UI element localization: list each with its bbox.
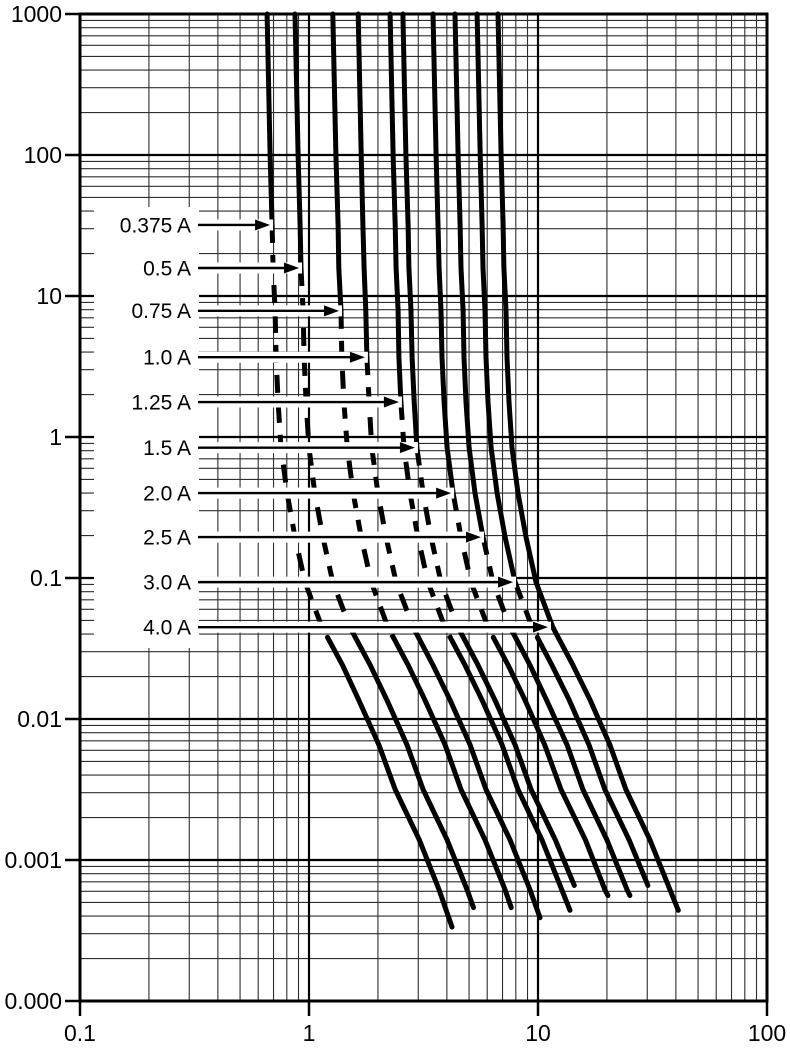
x-tick-label: 0.1	[64, 1020, 96, 1046]
arrowhead-icon-075A	[324, 305, 340, 317]
curve-dashed-30A	[512, 581, 540, 639]
arrowhead-icon-15A	[399, 442, 415, 454]
curves	[264, 11, 681, 930]
curve-labels: 0.375 A 0.5 A 0.75 A 1.0 A 1.25 A 1.5 A 2.0 A 2…	[120, 214, 551, 640]
curve-label-0375A: 0.375 A	[120, 214, 191, 237]
arrowhead-icon-05A	[284, 262, 300, 274]
arrowhead-icon-20A	[436, 487, 452, 499]
curve-label-25A: 2.5 A	[143, 526, 191, 549]
x-tick-label: 100	[748, 1020, 786, 1046]
plot-frame	[78, 12, 769, 1003]
curve-solid-top-20A	[430, 11, 456, 496]
y-tick-label: 0.001	[4, 847, 62, 873]
curve-label-30A: 3.0 A	[143, 571, 191, 594]
curve-solid-top-25A	[452, 11, 486, 540]
curve-solid-bottom-25A	[512, 634, 633, 898]
arrowhead-icon-10A	[349, 351, 365, 363]
curve-solid-bottom-10A	[415, 634, 543, 921]
curve-solid-bottom-40A	[555, 634, 681, 913]
curve-dashed-10A	[364, 357, 421, 639]
arrowhead-icon-125A	[383, 396, 399, 408]
arrowhead-icon-25A	[465, 531, 481, 543]
curve-label-05A: 0.5 A	[143, 257, 191, 280]
curve-solid-top-125A	[387, 11, 404, 405]
y-tick-label: 1	[49, 424, 62, 450]
curve-solid-top-15A	[400, 11, 420, 451]
curve-solid-bottom-20A	[490, 634, 611, 898]
y-tick-label: 100	[24, 142, 62, 168]
curve-solid-bottom-05A	[352, 634, 476, 911]
curve-solid-bottom-15A	[460, 634, 577, 888]
curve-label-20A: 2.0 A	[143, 482, 191, 505]
y-tick-label: 1000	[11, 1, 62, 27]
curve-label-15A: 1.5 A	[143, 437, 191, 460]
curve-solid-top-10A	[355, 11, 370, 360]
y-tick-label: 0.000	[4, 988, 62, 1014]
curve-solid-top-40A	[495, 11, 556, 630]
curve-label-40A: 4.0 A	[143, 617, 191, 640]
curve-solid-top-05A	[292, 11, 304, 271]
arrowhead-icon-30A	[498, 576, 514, 588]
x-tick-label: 10	[525, 1020, 551, 1046]
curve-solid-top-075A	[330, 11, 344, 314]
curve-solid-top-30A	[474, 11, 518, 585]
label-background-box	[94, 207, 199, 648]
curve-label-075A: 0.75 A	[131, 300, 191, 323]
x-tick-label: 1	[303, 1020, 316, 1046]
curve-label-10A: 1.0 A	[143, 347, 191, 370]
y-tick-label: 0.1	[30, 565, 62, 591]
arrowhead-icon-40A	[532, 621, 548, 633]
curve-label-125A: 1.25 A	[131, 391, 191, 414]
y-tick-label: 0.01	[17, 706, 62, 732]
curve-solid-bottom-125A	[447, 634, 573, 913]
curve-dashed-05A	[298, 267, 358, 639]
curve-solid-bottom-0375A	[325, 634, 455, 930]
curve-solid-bottom-075A	[390, 634, 514, 911]
curve-solid-top-0375A	[264, 11, 275, 228]
curve-dashed-0375A	[269, 224, 330, 639]
y-tick-label: 10	[36, 283, 62, 309]
arrowhead-icon-0375A	[255, 219, 271, 231]
curve-solid-bottom-30A	[534, 634, 651, 888]
